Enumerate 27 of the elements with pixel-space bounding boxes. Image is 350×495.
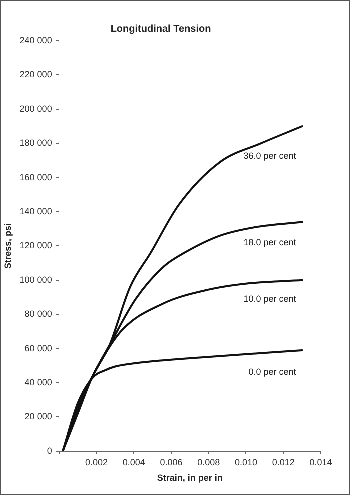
series-label: 18.0 per cent	[244, 237, 297, 248]
y-tick-label: 20 000	[24, 412, 52, 422]
y-tick-label: 180 000	[20, 138, 52, 148]
y-tick-label: 220 000	[20, 70, 52, 80]
y-tick-label: 240 000	[20, 35, 52, 46]
x-tick-label: 0.002	[85, 457, 108, 468]
series-label: 10.0 per cent	[244, 294, 297, 304]
y-tick-label: 160 000	[20, 172, 52, 182]
x-tick-label: 0.008	[198, 457, 220, 468]
y-axis-title: Stress, psi	[2, 223, 13, 269]
x-tick-label: 0.004	[122, 457, 146, 468]
y-tick-label: 100 000	[20, 274, 52, 285]
y-tick-label: 0	[47, 446, 52, 456]
series-label: 0.0 per cent	[248, 366, 297, 377]
y-tick-label: 140 000	[20, 206, 52, 216]
y-tick-label: 40 000	[24, 377, 52, 388]
y-tick-label: 200 000	[20, 104, 52, 114]
y-tick-label: 60 000	[24, 343, 52, 354]
series-label: 36.0 per cent	[244, 151, 297, 162]
x-axis-title: Strain, in per in	[157, 473, 223, 484]
x-tick-label: 0.006	[160, 457, 183, 468]
x-tick-label: 0.010	[234, 457, 258, 468]
y-tick-label: 120 000	[20, 240, 52, 251]
y-tick-label: 80 000	[24, 309, 52, 320]
x-tick-label: 0.012	[272, 457, 295, 468]
x-tick-label: 0.014	[310, 457, 332, 468]
chart-title: Longitudinal Tension	[110, 24, 212, 35]
